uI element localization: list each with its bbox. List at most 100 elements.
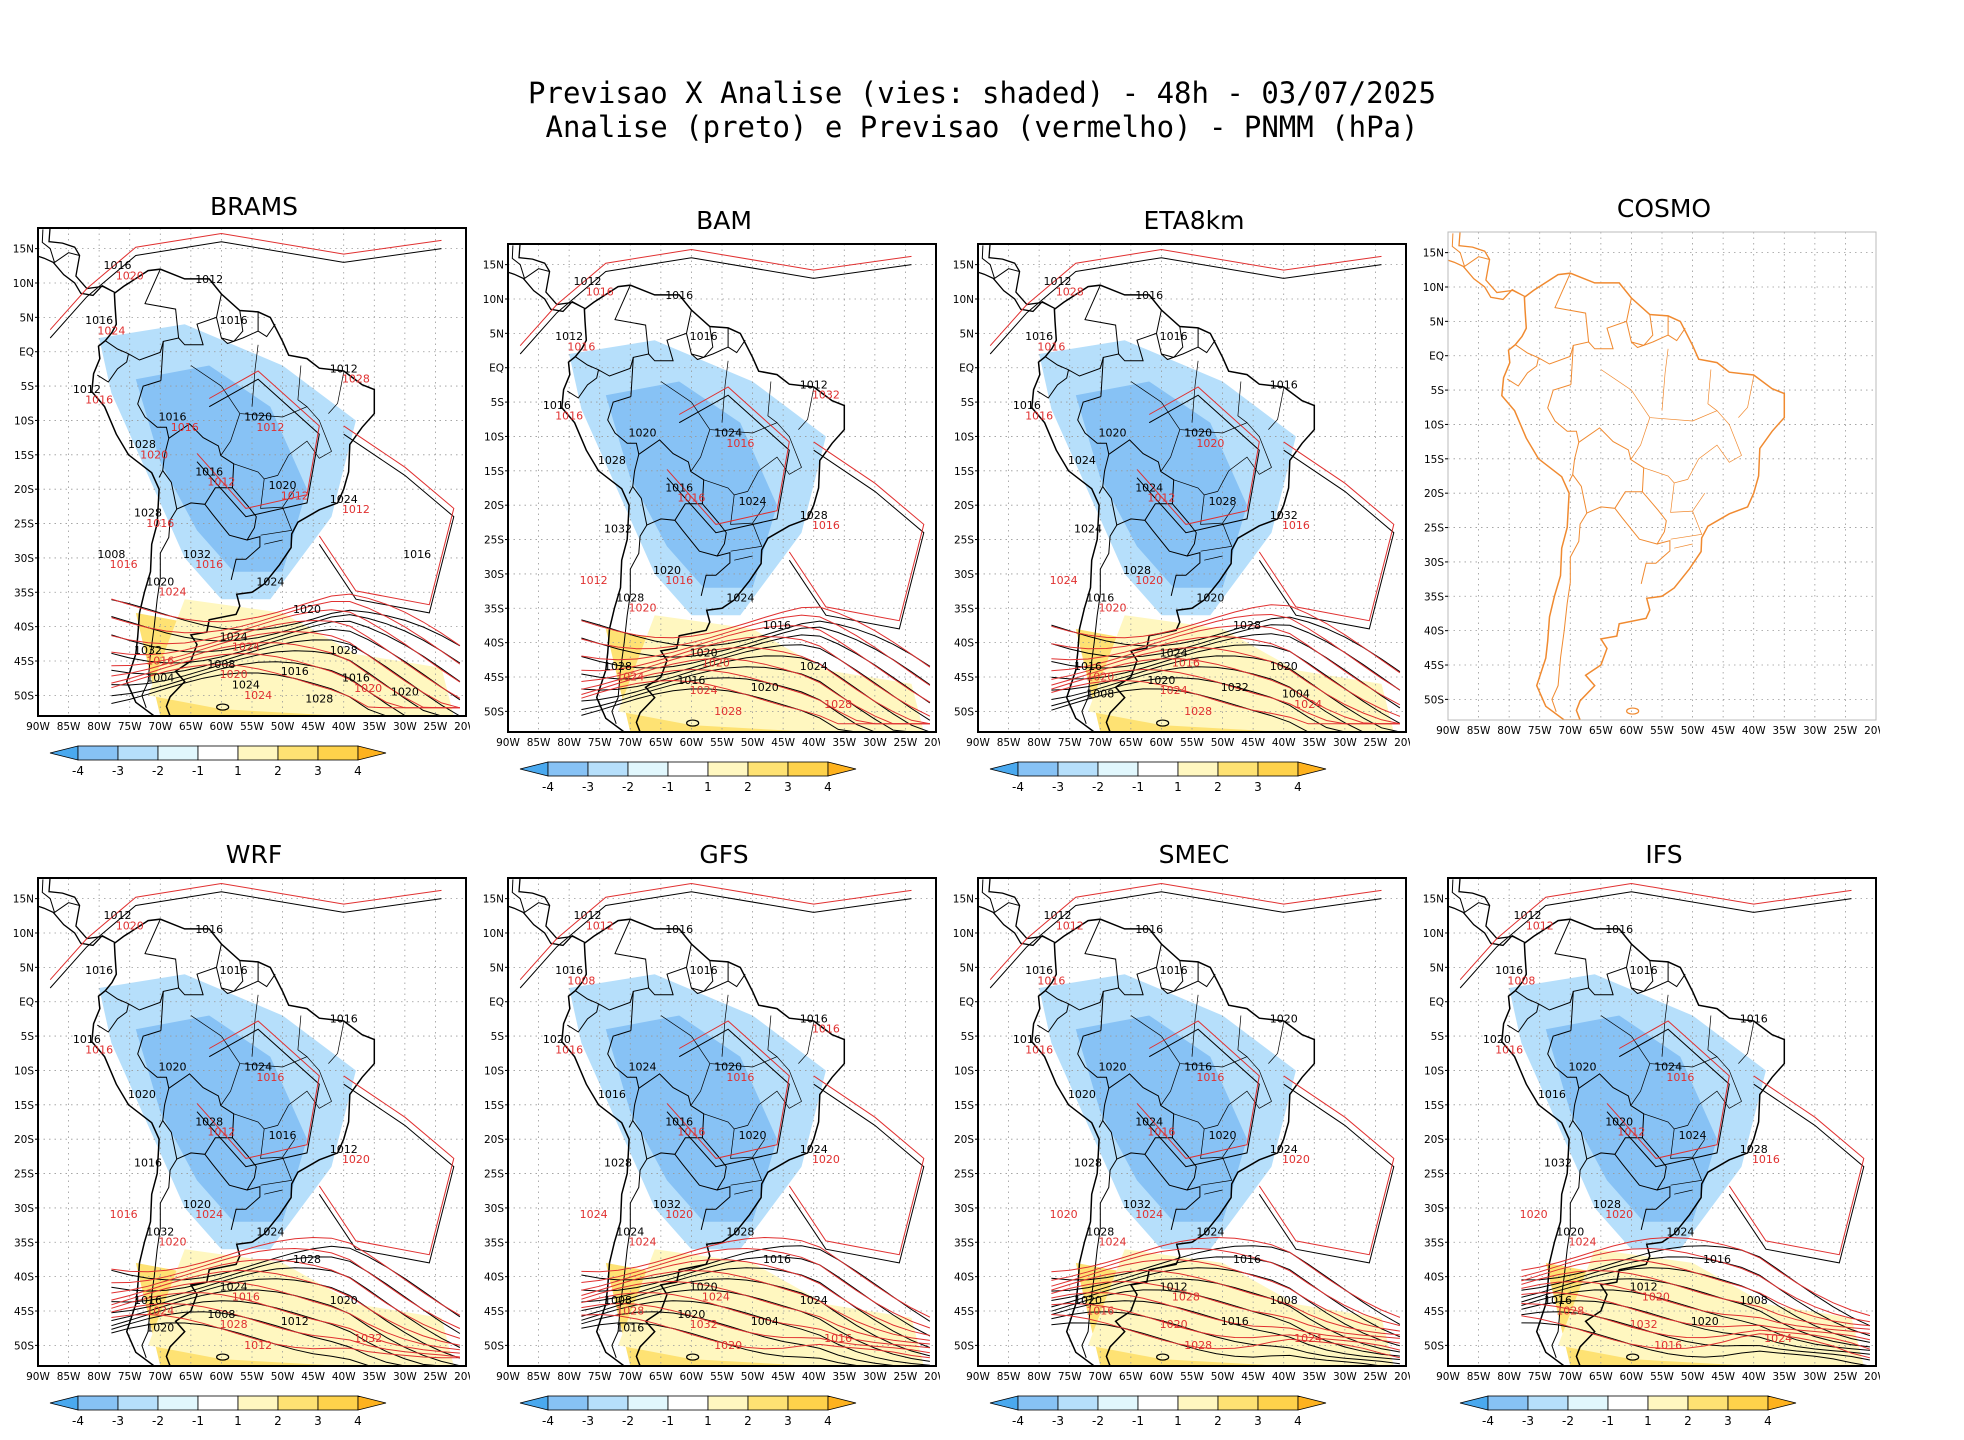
state-border bbox=[1160, 429, 1181, 472]
lat-tick-label: 35S bbox=[954, 603, 974, 615]
forecast-isobar-8 bbox=[49, 232, 442, 331]
analysis-isobar-1 bbox=[1521, 1256, 1871, 1337]
lon-tick-label: 50W bbox=[1681, 1371, 1705, 1383]
country-border bbox=[1507, 1003, 1539, 1033]
isobar-label-analysis: 1020 bbox=[1184, 426, 1212, 439]
state-border bbox=[1204, 1189, 1223, 1195]
lon-tick-label: 80W bbox=[1497, 1371, 1521, 1383]
isobar-label-analysis: 1004 bbox=[751, 1315, 779, 1328]
colorbar-swatch bbox=[787, 761, 829, 777]
country-border bbox=[1554, 918, 1590, 1031]
isobar-label-analysis: 1028 bbox=[305, 692, 333, 705]
lat-tick-label: 25S bbox=[954, 535, 974, 547]
forecast-isobar-6 bbox=[581, 1302, 930, 1354]
analysis-isobar-6 bbox=[1521, 1311, 1870, 1361]
country-border bbox=[1626, 967, 1669, 995]
falkland-islands bbox=[1626, 1353, 1640, 1361]
isobar-label-forecast: 1020 bbox=[1050, 1208, 1078, 1221]
forecast-isobar-7 bbox=[1051, 679, 1400, 725]
isobar-label-forecast: 1016 bbox=[677, 492, 705, 505]
state-border bbox=[1268, 1022, 1285, 1064]
isobar-label-forecast: 1024 bbox=[1569, 1236, 1597, 1249]
lat-tick-label: 50S bbox=[484, 706, 504, 718]
country-border bbox=[1118, 943, 1162, 996]
lon-tick-label: 80W bbox=[87, 721, 111, 733]
coastline-south-america bbox=[1501, 272, 1786, 720]
isobar-label-analysis: 1028 bbox=[1123, 564, 1151, 577]
lon-tick-label: 90W bbox=[496, 737, 520, 749]
lon-tick-label: 70W bbox=[1088, 737, 1112, 749]
isobar-label-forecast: 1032 bbox=[690, 1318, 718, 1331]
lat-tick-label: 20S bbox=[14, 484, 34, 496]
state-border bbox=[220, 1063, 241, 1106]
isobar-label-forecast: 1020 bbox=[116, 920, 144, 933]
isobar-label-analysis: 1016 bbox=[1086, 591, 1114, 604]
lon-tick-label: 80W bbox=[1027, 1371, 1051, 1383]
lon-tick-label: 45W bbox=[1711, 1371, 1735, 1383]
country-border bbox=[1551, 512, 1588, 712]
lat-tick-label: 50S bbox=[954, 1340, 974, 1352]
country-border bbox=[230, 535, 261, 581]
isobar-label-analysis: 1020 bbox=[293, 603, 321, 616]
lat-tick-label: 50S bbox=[954, 706, 974, 718]
state-border bbox=[264, 539, 283, 545]
lat-tick-label: 35S bbox=[14, 1237, 34, 1249]
isobar-label-analysis: 1016 bbox=[1538, 1088, 1566, 1101]
lat-tick-label: 50S bbox=[14, 1340, 34, 1352]
lon-tick-label: 20W bbox=[924, 1371, 940, 1383]
lon-tick-label: 65W bbox=[649, 737, 673, 749]
colorbar-swatch bbox=[1647, 1395, 1689, 1411]
colorbar-swatch bbox=[1057, 761, 1099, 777]
colorbar-label: 2 bbox=[744, 780, 752, 794]
lon-tick-label: 30W bbox=[1803, 725, 1827, 737]
lon-tick-label: 90W bbox=[1436, 1371, 1460, 1383]
colorbar-label: 2 bbox=[744, 1414, 752, 1428]
colorbar-swatch bbox=[317, 745, 359, 761]
coastline-south-america bbox=[1031, 284, 1316, 732]
lon-tick-label: 65W bbox=[179, 721, 203, 733]
colorbar-label: -4 bbox=[72, 1414, 84, 1428]
lon-tick-label: 20W bbox=[924, 737, 940, 749]
lat-tick-label: 10S bbox=[484, 1065, 504, 1077]
isobar-label-analysis: 1016 bbox=[1074, 660, 1102, 673]
state-border bbox=[721, 994, 729, 1057]
isobar-label-analysis: 1028 bbox=[800, 509, 828, 522]
lon-tick-label: 90W bbox=[496, 1371, 520, 1383]
lon-tick-label: 65W bbox=[1589, 725, 1613, 737]
isobar-label-forecast: 1016 bbox=[1196, 1071, 1224, 1084]
coastline-south-america bbox=[561, 284, 846, 732]
colorbar-arrow-right bbox=[827, 1395, 857, 1411]
isobar-label-forecast: 1012 bbox=[244, 1339, 272, 1352]
isobar-label-analysis: 1008 bbox=[1086, 688, 1114, 701]
isobar-label-analysis: 1012 bbox=[330, 362, 358, 375]
title-line-1: Previsao X Analise (vies: shaded) - 48h … bbox=[528, 76, 1436, 110]
forecast-isobar-5 bbox=[1521, 1292, 1871, 1341]
analysis-isobar-1 bbox=[111, 614, 461, 664]
lon-tick-label: 70W bbox=[618, 1371, 642, 1383]
country-border bbox=[1640, 1185, 1671, 1231]
country-border bbox=[1572, 427, 1645, 514]
isobar-label-forecast: 1012 bbox=[342, 503, 370, 516]
isobar-label-forecast: 1020 bbox=[629, 602, 657, 615]
lat-tick-label: 45S bbox=[14, 656, 34, 668]
isobar-label-analysis: 1020 bbox=[690, 646, 718, 659]
isobar-label-analysis: 1016 bbox=[342, 672, 370, 685]
isobar-label-forecast: 1020 bbox=[1086, 670, 1114, 683]
forecast-isobar-8 bbox=[989, 882, 1382, 981]
forecast-isobar-4 bbox=[1051, 1280, 1400, 1339]
state-border bbox=[1191, 994, 1199, 1057]
country-border bbox=[700, 551, 731, 597]
colorbar-label: -2 bbox=[1092, 780, 1104, 794]
country-border bbox=[686, 967, 729, 995]
lat-tick-label: 10N bbox=[1423, 928, 1444, 940]
country-border bbox=[614, 284, 650, 397]
lat-tick-label: 10S bbox=[484, 431, 504, 443]
state-border bbox=[1204, 555, 1223, 561]
analysis-isobar-1 bbox=[581, 626, 931, 686]
map-area-ifs bbox=[1448, 878, 1876, 1366]
lat-tick-label: 40S bbox=[484, 638, 504, 650]
colorbar-swatch bbox=[1097, 1395, 1139, 1411]
coastline-south-america bbox=[91, 918, 376, 1366]
colorbar-label: 3 bbox=[784, 1414, 792, 1428]
panel-brams: BRAMS 1016 1012 1016 1016 1012 1012 1016 1020 10… bbox=[0, 190, 470, 780]
